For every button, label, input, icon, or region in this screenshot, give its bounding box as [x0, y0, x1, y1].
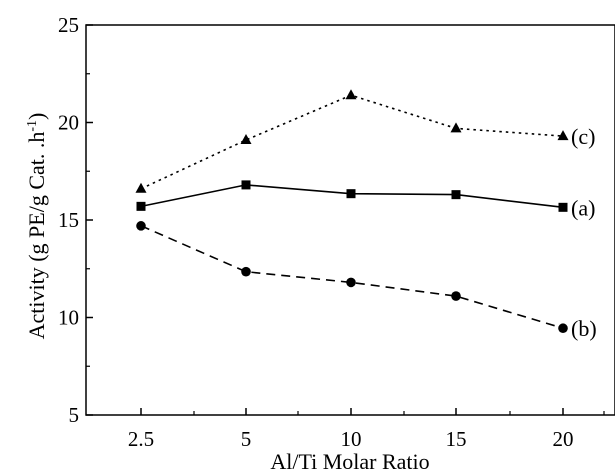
data-point [451, 291, 461, 301]
data-point [450, 122, 462, 133]
y-axis-title-superscript: -1 [25, 120, 40, 132]
series-a: (a) [136, 180, 595, 220]
series-label-a: (a) [571, 195, 595, 220]
series-layer: (a) (b) (c) [135, 89, 597, 341]
data-point [346, 277, 356, 288]
data-point [346, 189, 356, 199]
series-label-c: (c) [571, 124, 595, 149]
data-point [240, 134, 252, 145]
x-tick-label: 15 [446, 427, 467, 451]
plot-frame [85, 24, 615, 416]
series-b: (b) [136, 221, 597, 341]
data-point [557, 130, 569, 141]
x-axis-title: Al/Ti Molar Ratio [270, 449, 429, 473]
x-tick-label: 5 [241, 427, 252, 451]
data-point [558, 202, 568, 212]
data-point [451, 190, 461, 200]
data-point [241, 266, 251, 277]
y-tick-label: 20 [58, 111, 79, 135]
data-point [136, 221, 146, 231]
series-label-b: (b) [571, 316, 597, 341]
data-point [558, 323, 568, 334]
y-tick-label: 25 [58, 13, 79, 37]
y-tick-label: 10 [58, 306, 79, 330]
y-axis-title: Activity (g PE/g Cat. .h-1) [24, 113, 49, 340]
y-tick-label: 15 [58, 208, 79, 232]
series-line-b [140, 225, 564, 329]
data-point [241, 180, 251, 190]
y-axis-title-main: Activity (g PE/g Cat. .h [24, 132, 49, 340]
data-point [135, 182, 147, 193]
x-tick-label: 10 [341, 427, 362, 451]
series-line-c [140, 94, 564, 190]
x-tick-label: 2.5 [128, 427, 154, 451]
x-tick-label: 20 [553, 427, 574, 451]
data-point [345, 89, 357, 100]
y-axis: 5 10 15 20 25 [58, 13, 93, 427]
y-tick-label: 5 [69, 403, 80, 427]
series-c: (c) [135, 89, 595, 193]
x-axis: 2.5 5 10 15 20 [128, 408, 605, 451]
y-axis-title-close: ) [24, 113, 49, 120]
data-point [136, 201, 146, 211]
